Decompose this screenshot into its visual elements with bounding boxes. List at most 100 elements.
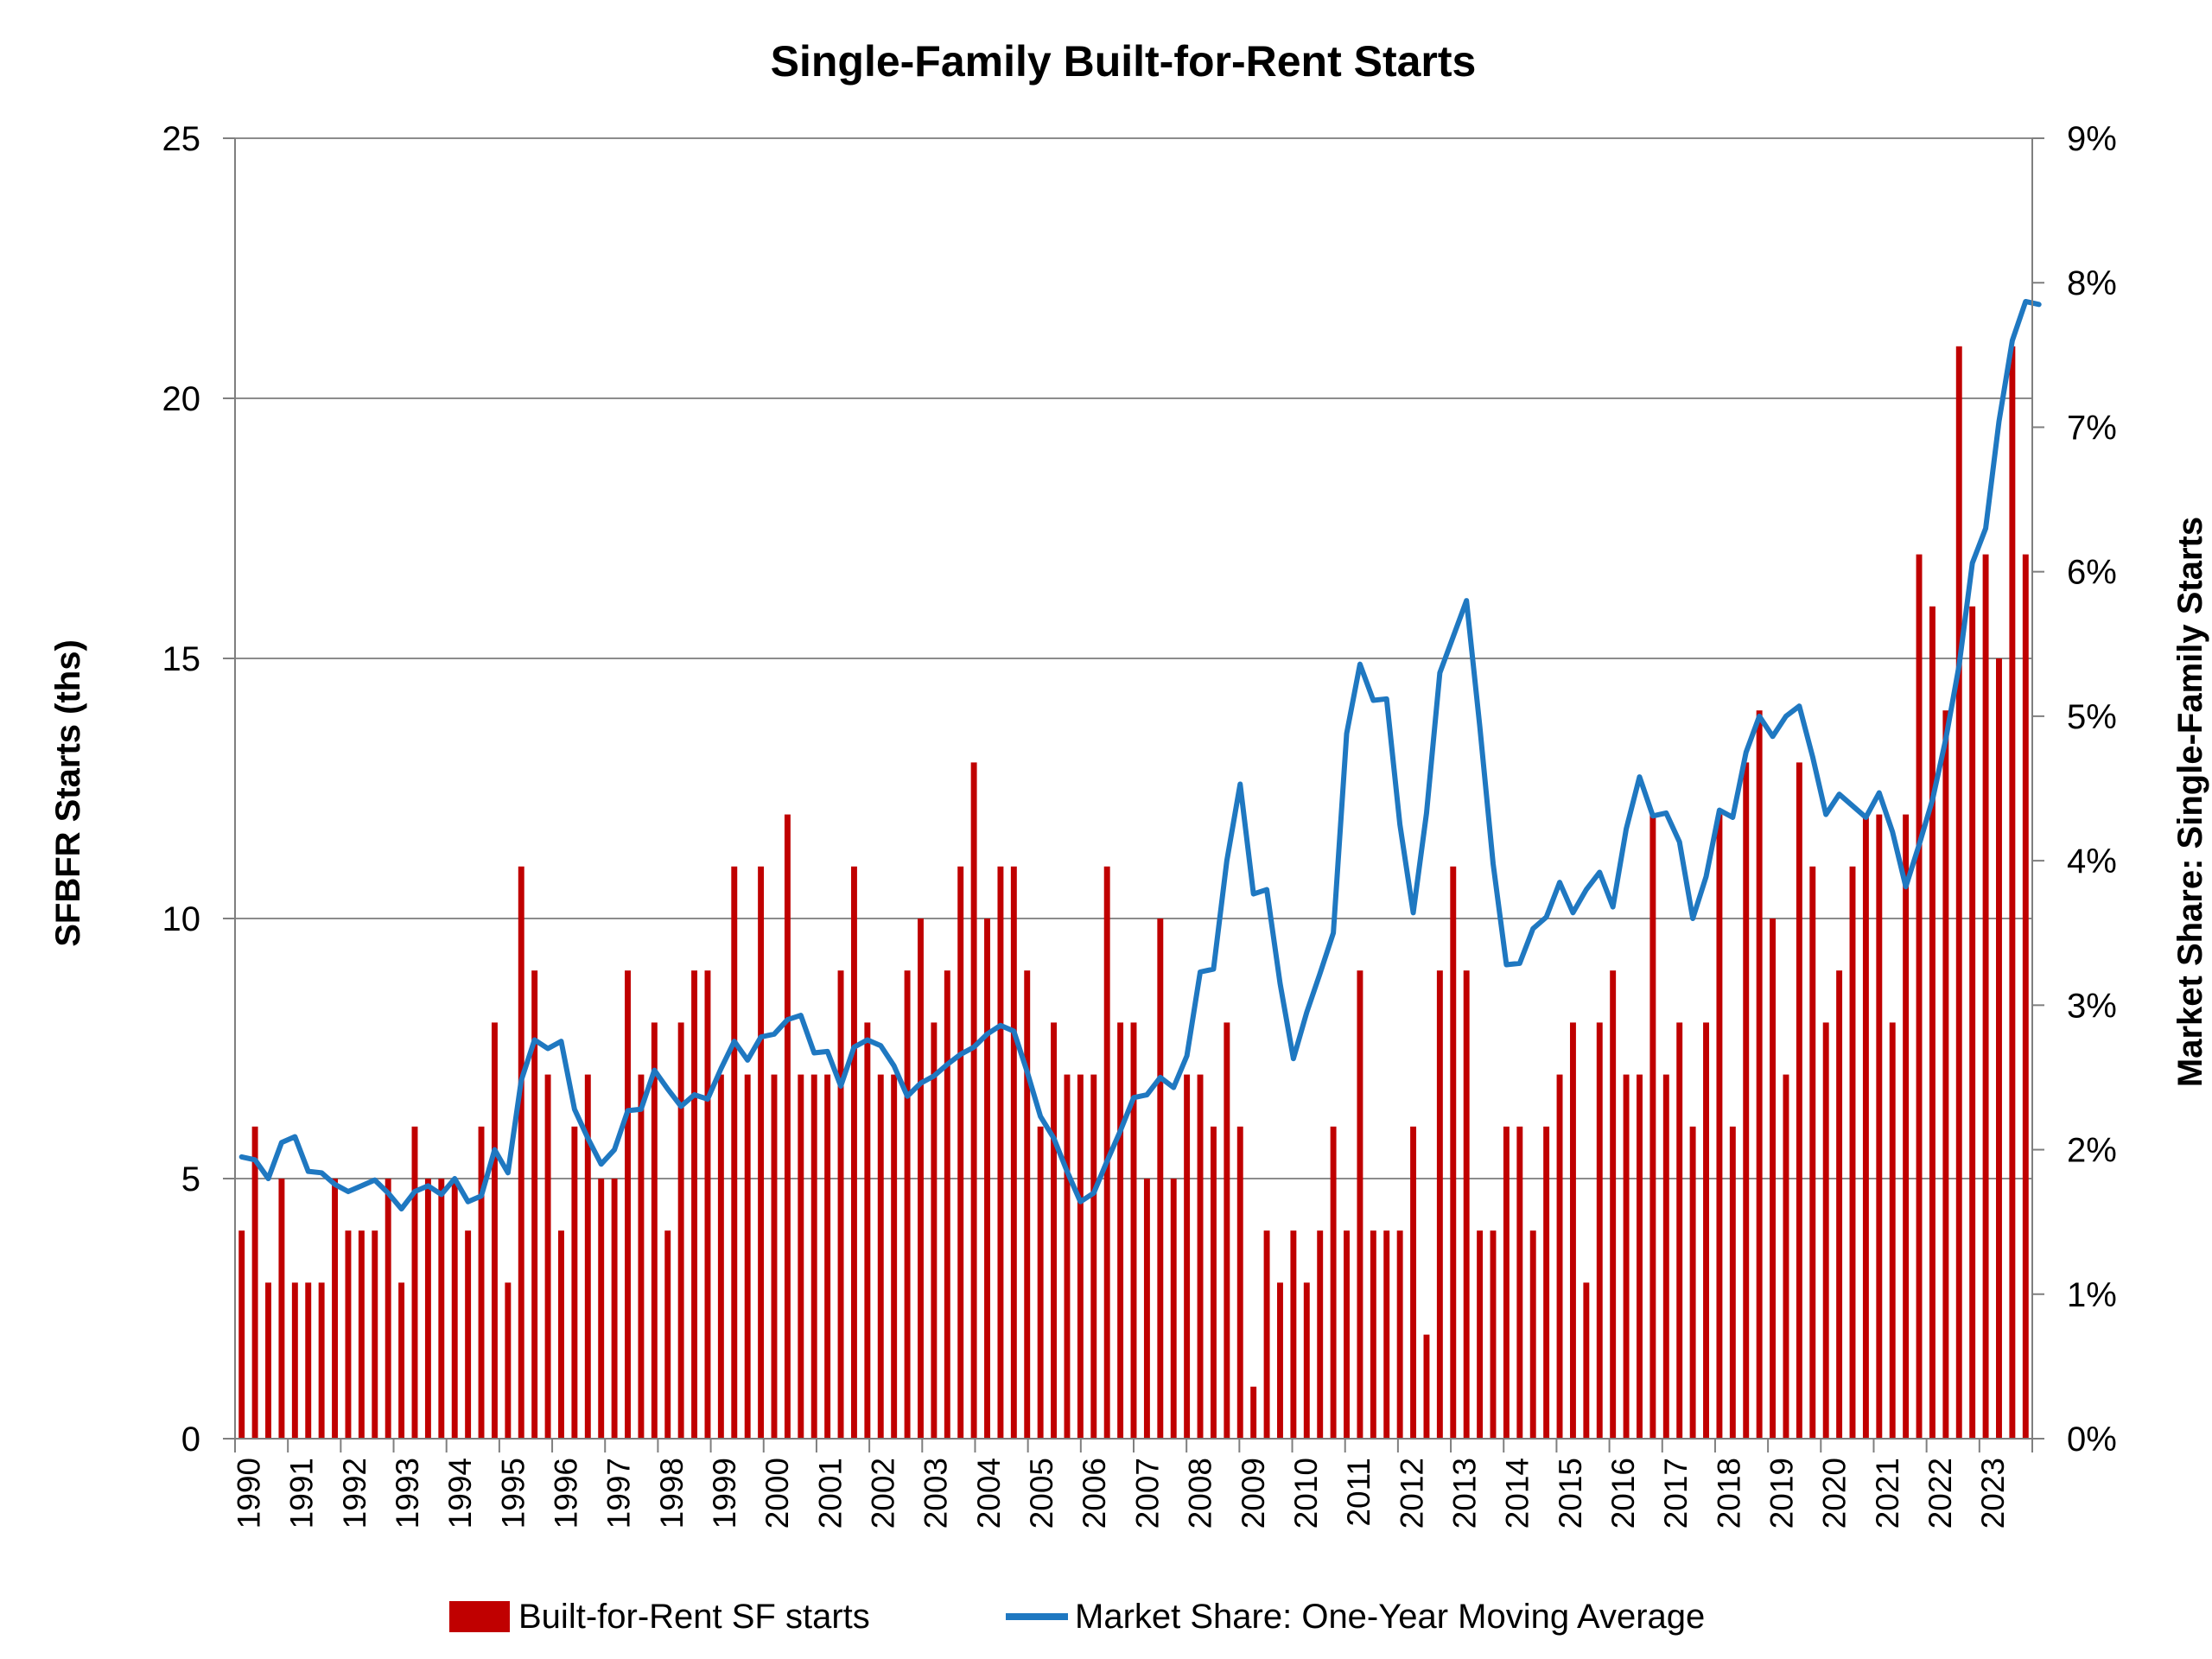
bar-82 — [1330, 1126, 1337, 1439]
bar-21 — [518, 866, 524, 1439]
bar-125 — [1903, 814, 1910, 1439]
bar-83 — [1344, 1230, 1350, 1439]
bar-35 — [704, 970, 711, 1439]
bar-90 — [1436, 970, 1443, 1439]
bar-51 — [918, 918, 924, 1439]
right-tick-label-7: 7% — [2067, 409, 2117, 447]
bar-124 — [1889, 1022, 1896, 1439]
bar-60 — [1037, 1126, 1044, 1439]
bar-28 — [611, 1179, 618, 1439]
bar-65 — [1103, 866, 1110, 1439]
bar-49 — [891, 1074, 898, 1439]
bar-41 — [784, 814, 791, 1439]
bar-129 — [1955, 346, 1962, 1439]
bar-14 — [424, 1179, 431, 1439]
bar-127 — [1929, 606, 1936, 1439]
bar-7 — [332, 1179, 339, 1439]
bar-126 — [1916, 554, 1923, 1439]
bar-121 — [1849, 866, 1856, 1439]
bar-32 — [664, 1230, 671, 1439]
year-label-2017: 2017 — [1658, 1458, 1694, 1529]
legend-line-label: Market Share: One-Year Moving Average — [1075, 1598, 1705, 1636]
left-tick-label-2: 10 — [162, 900, 201, 938]
bar-133 — [2009, 346, 2016, 1439]
bar-57 — [997, 866, 1004, 1439]
bar-34 — [691, 970, 698, 1439]
market-share-line — [238, 298, 2042, 1212]
bar-2 — [265, 1282, 271, 1439]
bar-114 — [1756, 710, 1763, 1439]
right-axis-title: Market Share: Single-Family Starts — [2171, 517, 2209, 1087]
bar-26 — [584, 1074, 591, 1439]
bar-36 — [717, 1074, 724, 1439]
bar-27 — [598, 1179, 605, 1439]
bar-79 — [1290, 1230, 1297, 1439]
right-tick-label-5: 5% — [2067, 698, 2117, 736]
right-tick-label-3: 3% — [2067, 987, 2117, 1025]
bar-103 — [1610, 970, 1617, 1439]
bar-112 — [1729, 1126, 1736, 1439]
bar-132 — [1996, 658, 2002, 1439]
bar-93 — [1477, 1230, 1484, 1439]
bar-23 — [544, 1074, 551, 1439]
year-label-1994: 1994 — [442, 1458, 478, 1529]
bar-43 — [810, 1074, 817, 1439]
right-tick-label-8: 8% — [2067, 264, 2117, 302]
bar-108 — [1676, 1022, 1683, 1439]
left-tick-label-1: 5 — [181, 1160, 200, 1198]
bar-20 — [505, 1282, 512, 1439]
bar-68 — [1143, 1179, 1150, 1439]
bar-130 — [1969, 606, 1976, 1439]
bar-113 — [1743, 762, 1750, 1439]
left-tick-label-3: 15 — [162, 640, 201, 678]
year-label-2007: 2007 — [1129, 1458, 1165, 1529]
year-label-2002: 2002 — [866, 1458, 901, 1529]
bar-9 — [358, 1230, 365, 1439]
bar-25 — [571, 1126, 578, 1439]
left-axis-ticks: 0 5 10 15 20 25 — [162, 120, 235, 1459]
bar-55 — [970, 762, 977, 1439]
bar-3 — [278, 1179, 285, 1439]
bar-40 — [771, 1074, 778, 1439]
bar-18 — [478, 1126, 485, 1439]
bar-116 — [1783, 1074, 1789, 1439]
year-label-2019: 2019 — [1764, 1458, 1800, 1529]
bar-105 — [1637, 1074, 1643, 1439]
bar-89 — [1423, 1334, 1430, 1439]
bar-11 — [385, 1179, 391, 1439]
bar-92 — [1463, 970, 1470, 1439]
bar-10 — [372, 1230, 378, 1439]
bar-78 — [1277, 1282, 1283, 1439]
bar-66 — [1117, 1022, 1124, 1439]
bar-46 — [850, 866, 857, 1439]
bar-72 — [1197, 1074, 1204, 1439]
bar-53 — [944, 970, 950, 1439]
bar-8 — [345, 1230, 352, 1439]
bar-50 — [904, 970, 911, 1439]
year-label-2022: 2022 — [1923, 1458, 1958, 1529]
bar-96 — [1516, 1126, 1523, 1439]
bar-107 — [1662, 1074, 1669, 1439]
bar-17 — [465, 1230, 472, 1439]
bar-22 — [531, 970, 538, 1439]
year-label-1997: 1997 — [601, 1458, 637, 1529]
bar-31 — [651, 1022, 658, 1439]
bar-16 — [451, 1179, 458, 1439]
bar-series — [238, 346, 2029, 1439]
bar-39 — [758, 866, 765, 1439]
bar-69 — [1157, 918, 1164, 1439]
year-label-2000: 2000 — [760, 1458, 795, 1529]
year-label-2015: 2015 — [1553, 1458, 1588, 1529]
bar-64 — [1090, 1074, 1097, 1439]
year-label-2012: 2012 — [1394, 1458, 1429, 1529]
left-tick-label-4: 20 — [162, 380, 201, 418]
bar-106 — [1649, 814, 1656, 1439]
bar-87 — [1396, 1230, 1403, 1439]
bar-117 — [1796, 762, 1802, 1439]
bar-38 — [744, 1074, 751, 1439]
left-tick-label-0: 0 — [181, 1421, 200, 1459]
right-axis-ticks: 0% 1% 2% 3% 4% 5% 6% 7% 8% 9% — [2032, 120, 2117, 1459]
bar-94 — [1490, 1230, 1497, 1439]
legend-bar-swatch — [449, 1601, 510, 1632]
